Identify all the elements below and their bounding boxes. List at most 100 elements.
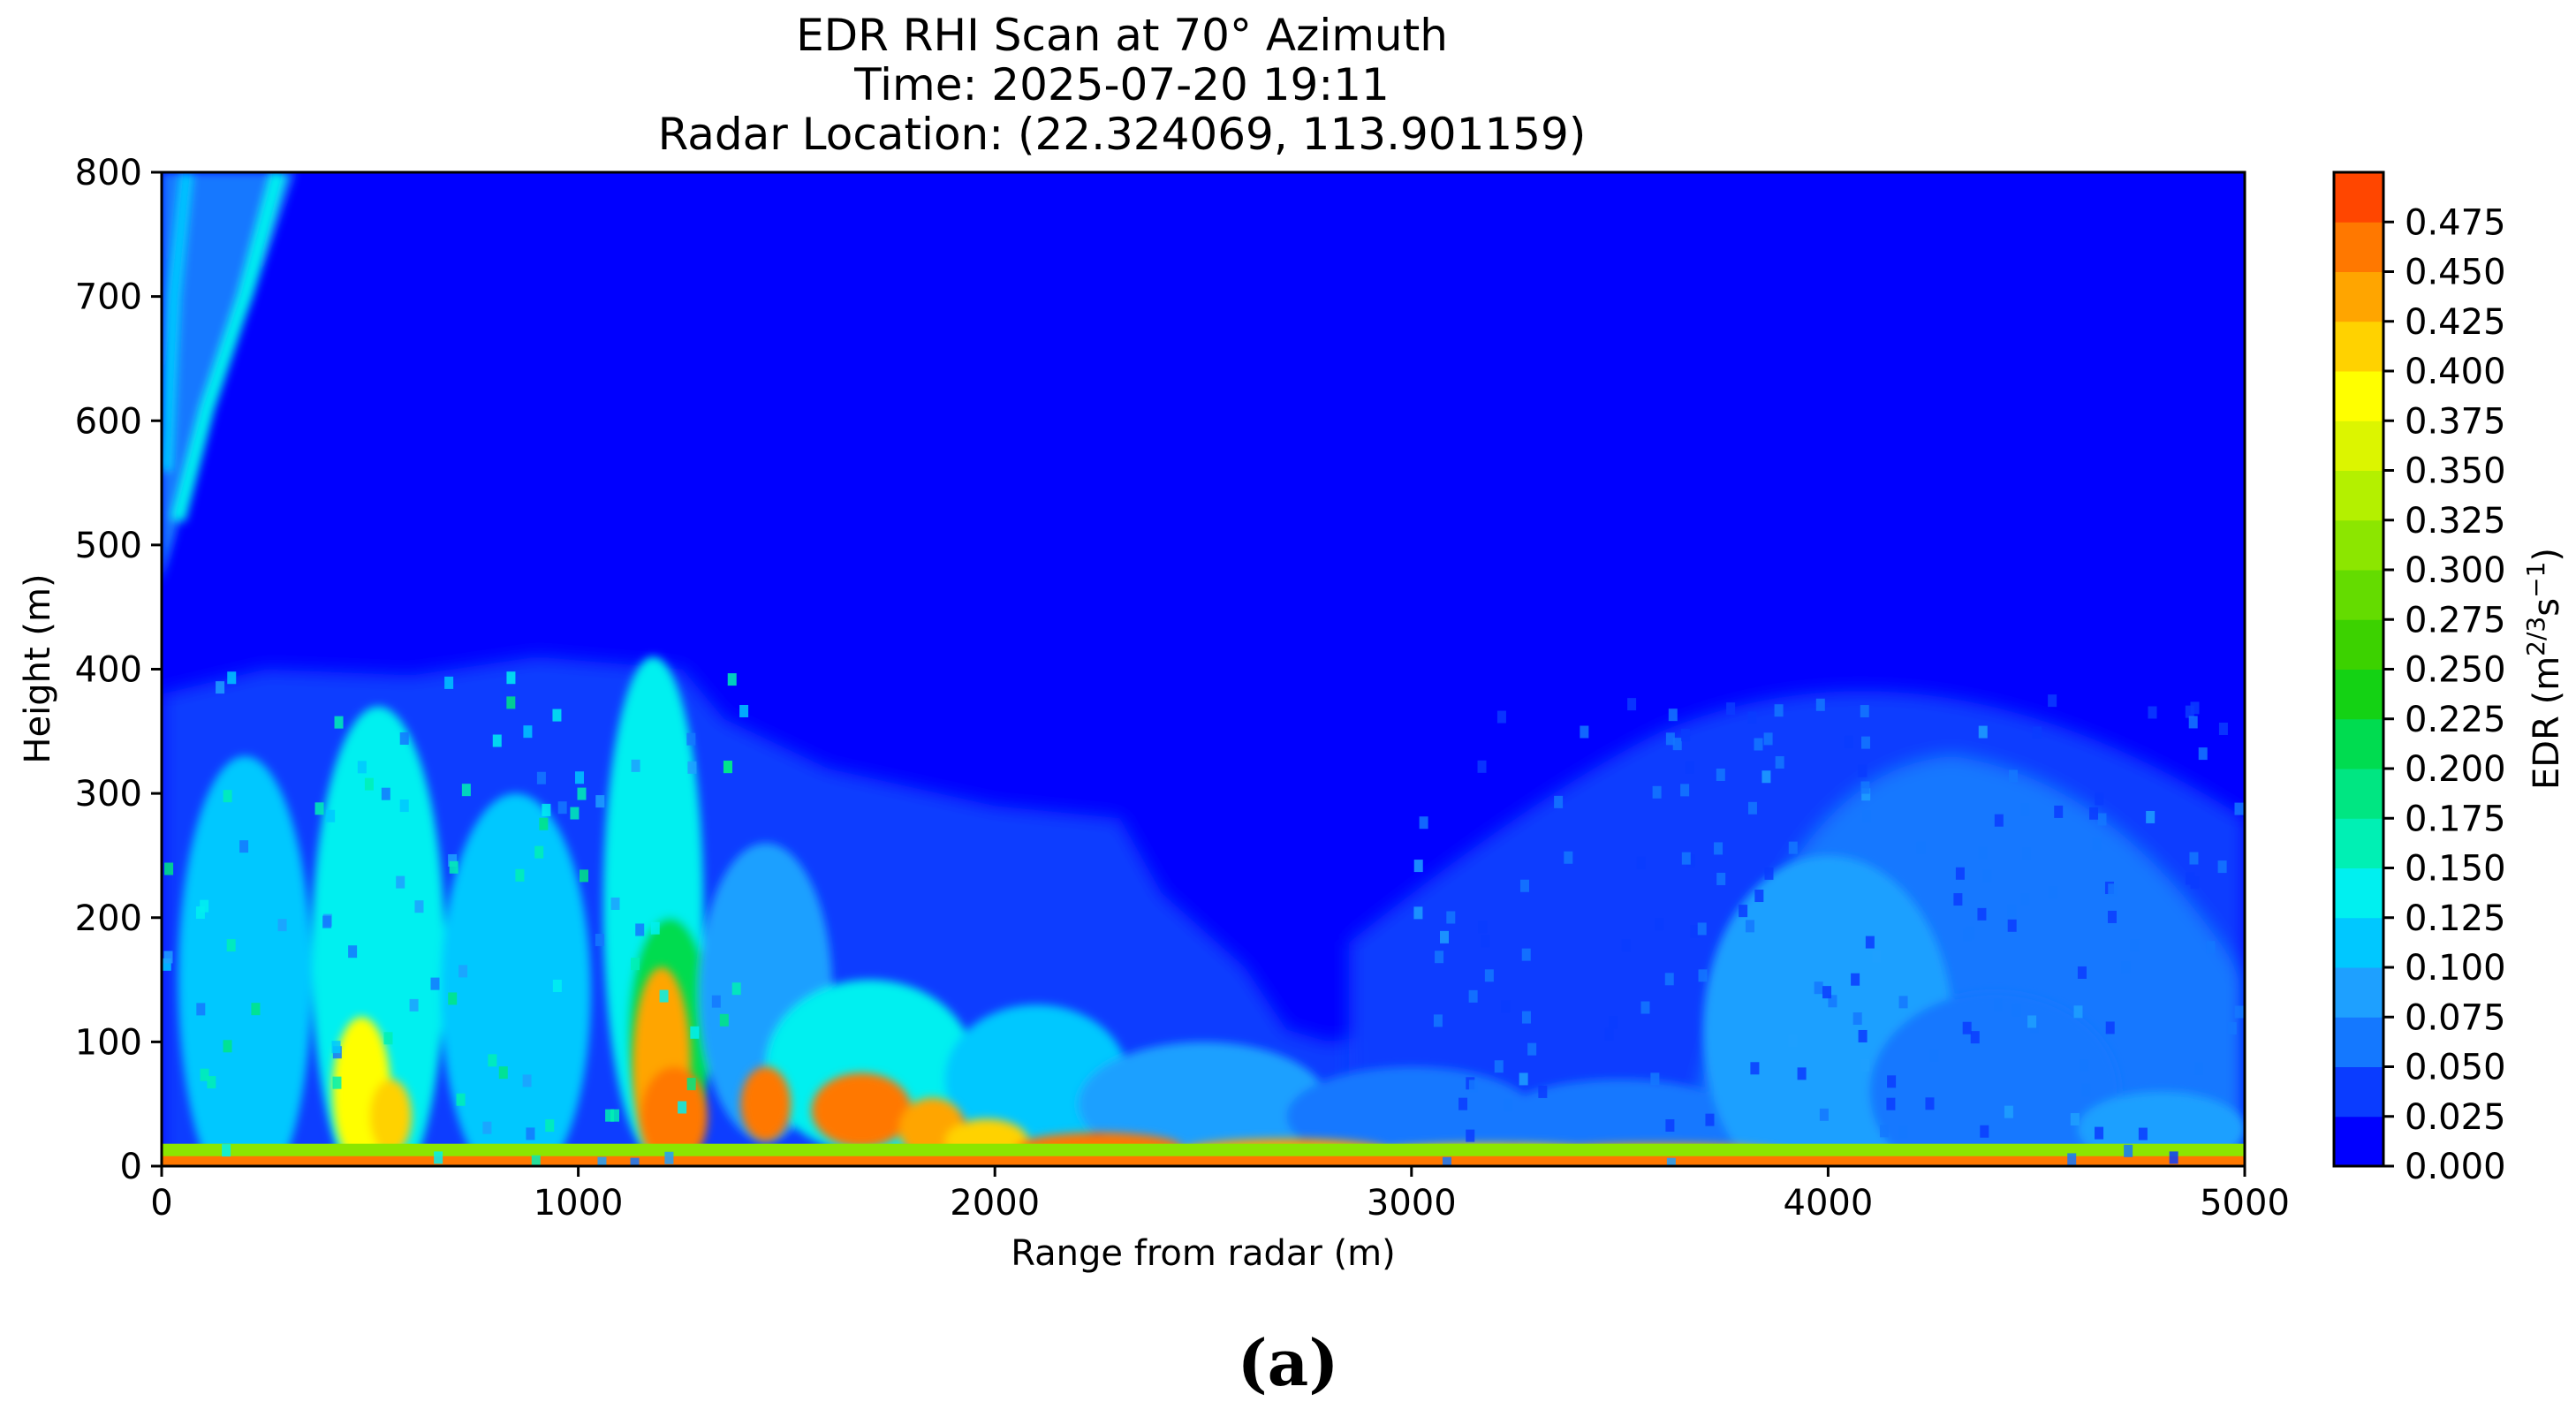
speckle-184 (332, 1076, 342, 1089)
speckle-61 (1851, 973, 1860, 986)
x-tick-label-2: 2000 (950, 1183, 1040, 1224)
colorbar-swatch-17 (2334, 271, 2383, 322)
speckle-30 (1668, 708, 1678, 722)
speckle-332 (1978, 725, 1988, 739)
speckle-366 (449, 860, 458, 874)
speckle-71 (522, 1074, 532, 1087)
speckle-59 (515, 868, 525, 882)
colorbar-swatch-16 (2334, 321, 2383, 372)
speckle-282 (731, 982, 741, 996)
colorbar-swatch-8 (2334, 718, 2383, 769)
speckle-392 (595, 795, 605, 808)
speckle-217 (1962, 928, 1972, 942)
speckle-56 (630, 1157, 640, 1166)
speckle-276 (1858, 1029, 1868, 1042)
speckle-43 (1609, 1016, 1618, 1029)
speckle-66 (664, 1151, 674, 1164)
speckle-90 (456, 1093, 466, 1106)
speckle-320 (2089, 807, 2099, 820)
y-tick-label-0: 0 (120, 1147, 142, 1187)
speckle-76 (1604, 1027, 1614, 1041)
speckle-101 (326, 809, 336, 822)
colorbar-tick-label-13: 0.325 (2405, 501, 2506, 542)
speckle-246 (2124, 1144, 2133, 1157)
speckle-219 (1466, 1129, 1475, 1142)
y-axis-label: Height (m) (18, 573, 58, 763)
speckle-126 (597, 1156, 607, 1166)
speckle-42 (610, 1109, 619, 1122)
speckle-313 (1477, 760, 1487, 773)
speckle-47 (458, 965, 468, 978)
colorbar-swatch-7 (2334, 769, 2383, 819)
speckle-206 (2009, 769, 2019, 783)
speckle-342 (1916, 841, 1926, 854)
colorbar: 0.000 0.025 0.050 0.075 0.100 0.125 0.150 0.175… (2332, 170, 2506, 1187)
speckle-97 (277, 919, 287, 932)
plume-envelope (162, 172, 295, 583)
speckle-349 (1580, 725, 1589, 739)
speckle-211 (1860, 736, 1870, 749)
speckle-188 (448, 853, 458, 867)
speckle-336 (2198, 747, 2208, 761)
edr-field (162, 172, 2245, 1166)
speckle-112 (227, 671, 237, 685)
speckle-118 (2234, 802, 2244, 815)
speckle-174 (1481, 935, 1490, 948)
x-tick-label-1: 1000 (534, 1183, 624, 1224)
speckle-12 (2234, 1005, 2244, 1019)
speckle-51 (1852, 1012, 1862, 1025)
speckle-314 (2148, 706, 2157, 719)
speckle-135 (461, 784, 471, 797)
speckle-130 (1858, 764, 1868, 777)
y-tick-label-7: 700 (75, 277, 142, 318)
speckle-73 (557, 801, 567, 815)
speckle-35 (2206, 941, 2216, 954)
y-tick-label-1: 100 (75, 1022, 142, 1063)
speckle-81 (348, 945, 358, 959)
speckle-331 (1754, 890, 1764, 903)
speckle-262 (2189, 852, 2199, 865)
edr-rhi-chart: 0 1000 2000 3000 4000 5000 0 100 200 300 400 500 60… (18, 153, 2567, 1274)
x-tick-label-3: 3000 (1367, 1183, 1457, 1224)
x-tick-label-5: 5000 (2200, 1183, 2290, 1224)
speckle-398 (1716, 872, 1726, 885)
speckle-200 (523, 725, 533, 739)
speckle-391 (631, 759, 640, 772)
colorbar-label-part-1: 2/3 (2521, 617, 2550, 656)
speckle-175 (539, 817, 549, 830)
speckle-78 (254, 979, 263, 992)
speckle-189 (1433, 1014, 1443, 1027)
colorbar-tick-label-1: 0.025 (2405, 1097, 2506, 1138)
speckle-62 (196, 1003, 206, 1016)
speckle-88 (2095, 792, 2104, 806)
speckle-107 (1655, 918, 1664, 931)
colorbar-label-part-0: EDR (m (2527, 656, 2567, 790)
speckle-267 (1446, 911, 1456, 924)
colorbar-tick-label-5: 0.125 (2405, 898, 2506, 939)
core-4 (740, 1066, 792, 1141)
speckle-140 (1774, 704, 1784, 717)
speckle-395 (1519, 879, 1529, 892)
speckle-263 (2077, 966, 2087, 979)
core-1 (640, 1066, 708, 1166)
speckle-287 (649, 885, 659, 898)
speckle-346 (552, 980, 562, 993)
speckle-108 (2130, 939, 2140, 952)
speckle-172 (1828, 995, 1837, 1008)
speckle-96 (466, 1083, 475, 1096)
colorbar-swatch-19 (2334, 172, 2383, 223)
speckle-242 (396, 875, 405, 889)
speckle-339 (1953, 893, 1963, 906)
speckle-360 (1925, 1097, 1935, 1110)
speckle-257 (552, 708, 562, 722)
colorbar-tick-label-0: 0.000 (2405, 1147, 2506, 1187)
speckle-416 (1747, 801, 1757, 815)
chart-title-line-1: EDR RHI Scan at 70° Azimuth (796, 10, 1448, 61)
speckle-149 (2048, 694, 2057, 708)
speckle-310 (1458, 1097, 1468, 1110)
speckle-58 (526, 1127, 535, 1140)
speckle-388 (1887, 1075, 1897, 1088)
speckle-83 (357, 761, 367, 774)
speckle-240 (1627, 698, 1637, 711)
speckle-119 (719, 1013, 729, 1027)
